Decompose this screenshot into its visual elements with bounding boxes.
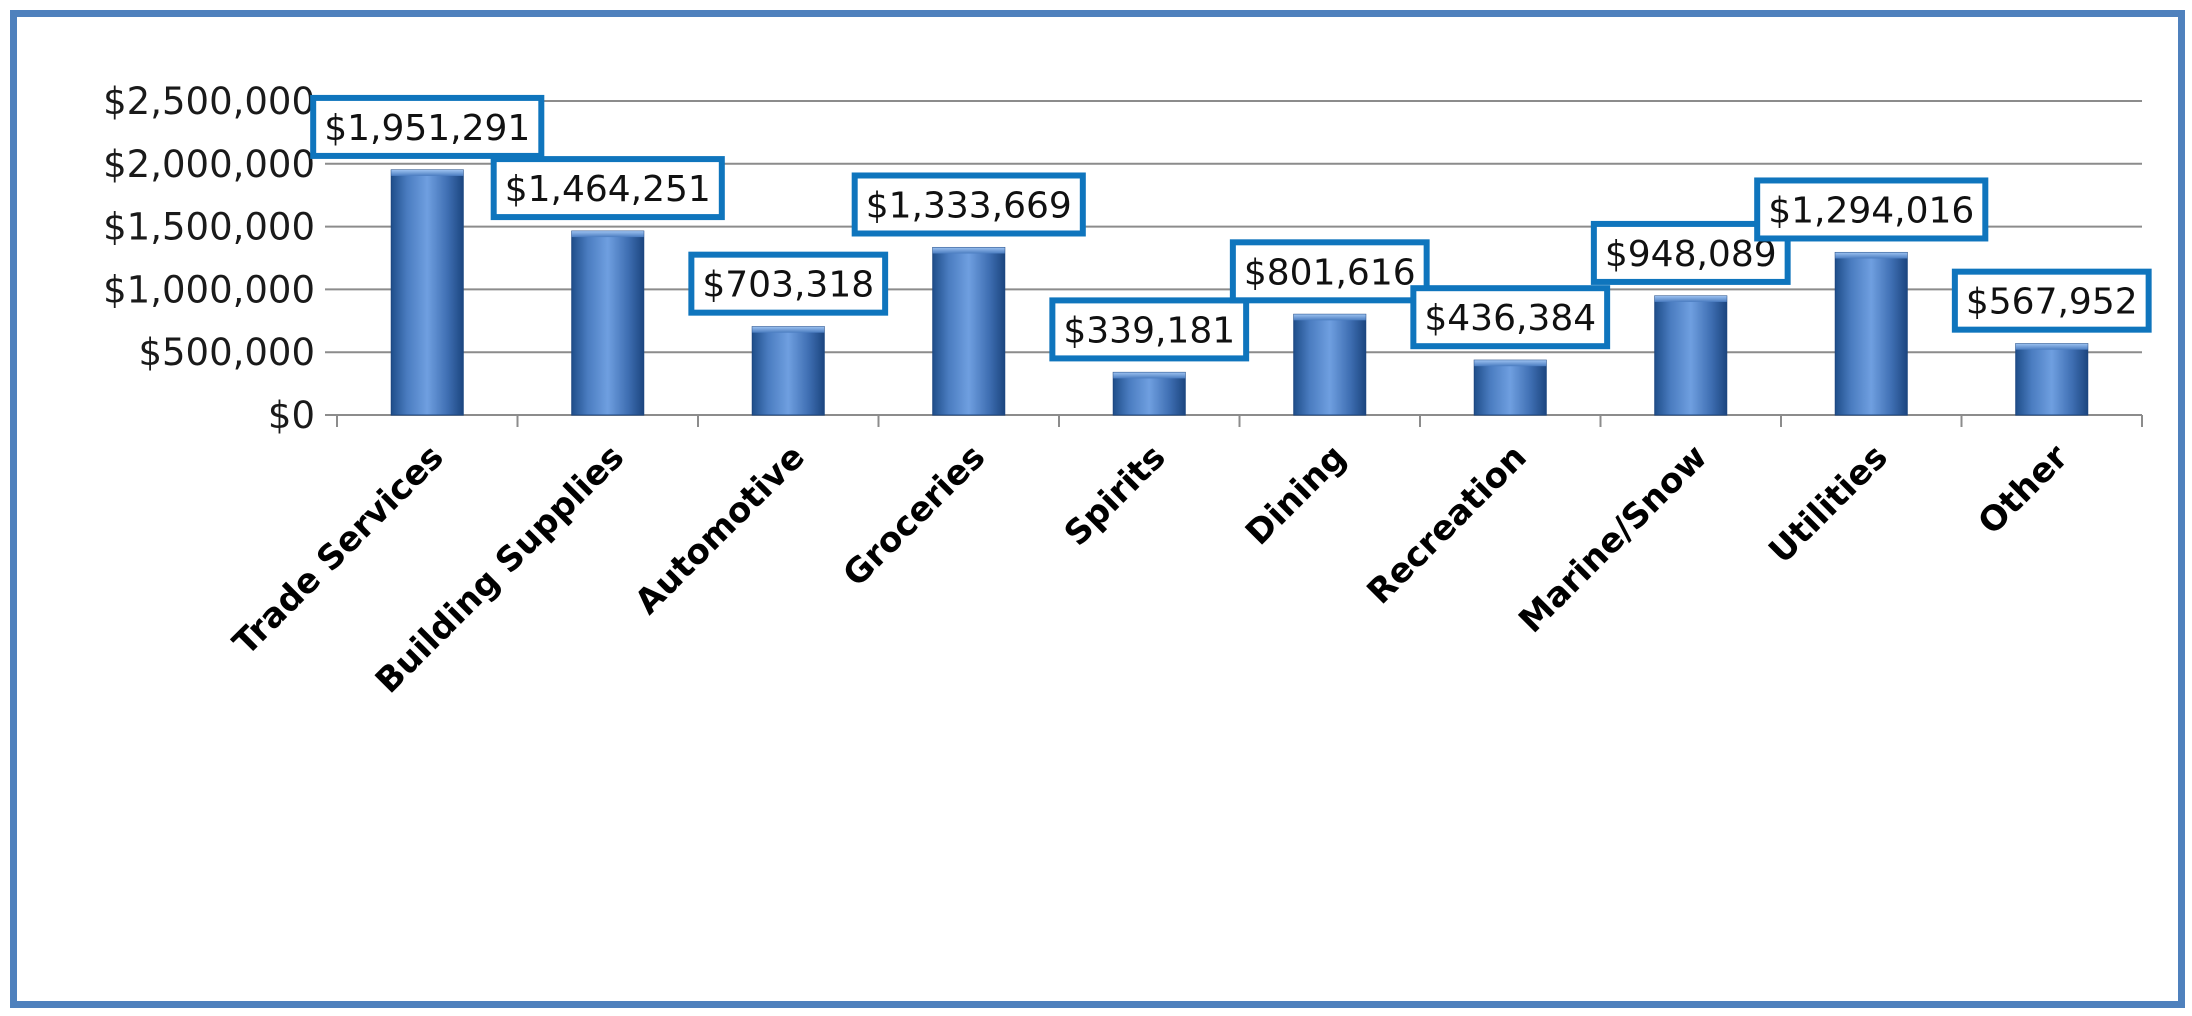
data-label: $1,951,291 [324, 108, 530, 149]
data-label-box [1229, 239, 1430, 304]
data-label-box [1410, 285, 1611, 350]
bar-highlight [1474, 360, 1547, 367]
data-label-group: $1,951,291 [310, 94, 545, 159]
bar-highlight [391, 169, 464, 176]
data-label: $567,952 [1966, 282, 2138, 323]
bar [751, 326, 825, 416]
bar [1112, 371, 1186, 416]
data-label-box [1049, 297, 1250, 362]
data-label: $801,616 [1244, 252, 1416, 293]
y-axis-tick-labels: $0 $500,000 $1,000,000 $1,500,000 $2,000,000… [103, 80, 315, 437]
bar [1473, 359, 1547, 416]
data-label: $1,464,251 [505, 169, 711, 210]
bar-chart: $0 $500,000 $1,000,000 $1,500,000 $2,000,000… [103, 80, 2152, 701]
bar-highlight [1293, 314, 1366, 321]
y-tick-label: $1,500,000 [103, 206, 315, 249]
category-label: Spirits [1057, 437, 1174, 554]
data-label-group: $1,464,251 [490, 156, 725, 221]
bar-highlight [1835, 252, 1908, 259]
data-label-group: $567,952 [1951, 268, 2152, 333]
bar-group [1473, 359, 1547, 416]
data-label-group: $703,318 [688, 251, 889, 316]
data-label-box [688, 251, 889, 316]
data-label-box [1754, 177, 1989, 242]
data-label-box [310, 94, 545, 159]
data-label: $436,384 [1424, 298, 1596, 339]
category-label: Automotive [627, 437, 812, 622]
bar [2015, 343, 2089, 416]
bar [932, 246, 1006, 416]
bar [1834, 251, 1908, 416]
bar [390, 169, 464, 416]
y-tick-label: $1,000,000 [103, 268, 315, 311]
data-label: $1,333,669 [866, 185, 1072, 226]
bar-highlight [2015, 343, 2088, 350]
category-label: Other [1971, 437, 2077, 543]
bar-group [1834, 251, 1908, 416]
data-label-box [490, 156, 725, 221]
data-label-box [851, 172, 1086, 237]
data-label-group: $1,333,669 [851, 172, 1086, 237]
data-label-group: $1,294,016 [1754, 177, 1989, 242]
bar-highlight [1654, 295, 1727, 302]
y-tick-label: $0 [268, 394, 315, 437]
data-label-box [1951, 268, 2152, 333]
bar-group [932, 246, 1006, 416]
y-tick-label: $500,000 [138, 331, 315, 374]
bar-group [571, 230, 645, 416]
category-label: Marine/Snow [1511, 437, 1715, 641]
category-label: Dining [1238, 437, 1354, 553]
bar [1654, 295, 1728, 416]
bar-highlight [752, 326, 825, 333]
data-label-group: $948,089 [1590, 220, 1791, 285]
bars [390, 169, 2089, 416]
bar [1293, 313, 1367, 416]
category-label: Utilities [1761, 437, 1895, 571]
data-label-group: $801,616 [1229, 239, 1430, 304]
bar-highlight [571, 231, 644, 238]
data-label-group: $436,384 [1410, 285, 1611, 350]
x-axis [336, 414, 2143, 427]
data-label: $339,181 [1063, 310, 1235, 351]
bar-highlight [932, 247, 1005, 254]
bar [571, 230, 645, 416]
chart-frame: $0 $500,000 $1,000,000 $1,500,000 $2,000,000… [10, 10, 2185, 1008]
bar-group [1293, 313, 1367, 416]
category-label: Groceries [835, 437, 993, 595]
data-label-group: $339,181 [1049, 297, 1250, 362]
data-label: $1,294,016 [1768, 190, 1974, 231]
data-label: $703,318 [702, 265, 874, 306]
bar-group [390, 169, 464, 416]
bar-group [751, 326, 825, 416]
y-tick-label: $2,000,000 [103, 143, 315, 186]
data-label: $948,089 [1605, 234, 1777, 275]
bar-group [2015, 343, 2089, 416]
data-labels: $1,951,291 $1,464,251 $703,318 $1,333,669 $3… [310, 94, 2152, 362]
bar-highlight [1113, 372, 1186, 379]
category-label: Recreation [1360, 437, 1535, 612]
bar-group [1654, 295, 1728, 416]
y-tick-label: $2,500,000 [103, 80, 315, 123]
bar-group [1112, 371, 1186, 416]
